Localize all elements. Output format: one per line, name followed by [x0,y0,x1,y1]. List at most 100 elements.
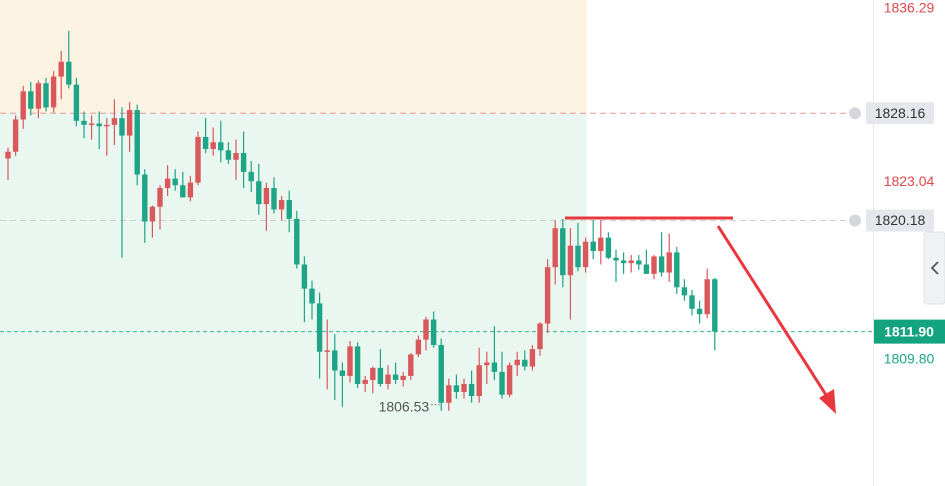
candle-body [263,187,270,205]
candle-body [225,150,232,160]
candle-body [278,200,285,210]
candle-body [104,124,110,127]
candle-body [689,295,695,309]
candle-body [712,279,718,332]
candle-body [172,178,178,186]
candle-body [643,264,650,274]
candle-body [233,153,239,160]
zone-lower [0,113,587,486]
candle-body [453,385,460,393]
candle-body [362,379,368,384]
collapse-button[interactable] [923,231,945,305]
candle-body [202,136,209,150]
candle-body [210,142,216,150]
candle-body [468,383,475,397]
candle-body [598,237,604,252]
candle-body [347,346,353,376]
candle-body [50,76,57,108]
candle-body [66,61,72,85]
zone-upper [0,0,587,114]
candle-body [81,120,87,125]
candle-body [681,287,688,296]
y-tick-label: 1809.80 [884,351,935,367]
chevron-icon[interactable] [930,261,939,275]
candle-body [506,365,513,395]
candle-body [43,83,49,108]
last-price-label: 1811.90 [884,323,934,339]
candle-body [271,187,277,210]
candle-body [628,260,634,264]
candle-body [567,245,574,276]
candle-body [149,206,156,222]
candle-body [195,136,201,183]
candle-body [666,252,672,273]
alert-bell [849,214,861,227]
collapse-tab[interactable] [923,231,945,305]
candle-body [385,374,391,384]
candle-body [316,303,323,352]
candle-body [35,83,42,109]
candle-body [446,385,452,403]
candle-body [28,91,34,109]
low-marker-label: 1806.53 [379,398,430,414]
candle-body [415,339,422,355]
candle-body [5,151,11,159]
candle-body [96,123,102,127]
candle-body [218,142,224,151]
candle-body [491,362,498,372]
candle-body [636,260,642,265]
candle-body [286,200,292,219]
trend-arrow [716,225,830,399]
candle-body [332,350,338,371]
candle-body [20,91,26,120]
candle-body [294,218,300,265]
candle-body [522,359,528,367]
candle-body [696,308,703,315]
candle-body [164,178,171,188]
candle-body [590,241,596,252]
candle-body [620,260,627,264]
candle-body [301,264,308,289]
candle-body [157,187,163,207]
last-price-box [874,319,945,344]
candle-body [514,359,520,366]
candle-body [180,185,186,198]
candle-body [430,319,437,346]
candle-body [134,110,140,175]
alert-bell [849,107,861,120]
candle-body [560,228,566,276]
candle-body [438,345,444,403]
candle-body [248,171,254,182]
price-line-box [866,209,934,232]
candle-body [499,371,505,395]
candle-body [12,119,19,152]
candle-body [461,383,467,393]
candle-body [605,237,612,258]
price-line-label: 1828.16 [875,105,926,121]
candle-body [142,174,148,222]
candle-body [529,349,536,367]
price-line-box [866,102,934,125]
candle-body [613,257,619,261]
candle-body [240,153,247,172]
candle-body [674,252,680,288]
candle-body [256,181,262,205]
price-line-label: 1820.18 [875,212,926,228]
candle-body [575,245,581,268]
candle-body [73,84,80,121]
candle-body [544,267,551,324]
candle-body [400,375,406,380]
candle-body [582,241,589,268]
candle-body [484,362,490,366]
candle-body [370,367,376,380]
candle-body [552,228,558,268]
trend-arrow-head [819,389,836,414]
candle-body [651,256,657,274]
candle-body [119,118,125,136]
y-tick-label: 1836.29 [884,0,935,16]
candle-body [111,118,118,125]
candle-body [476,365,482,397]
candle-body [537,323,543,350]
candle-body [339,370,346,376]
